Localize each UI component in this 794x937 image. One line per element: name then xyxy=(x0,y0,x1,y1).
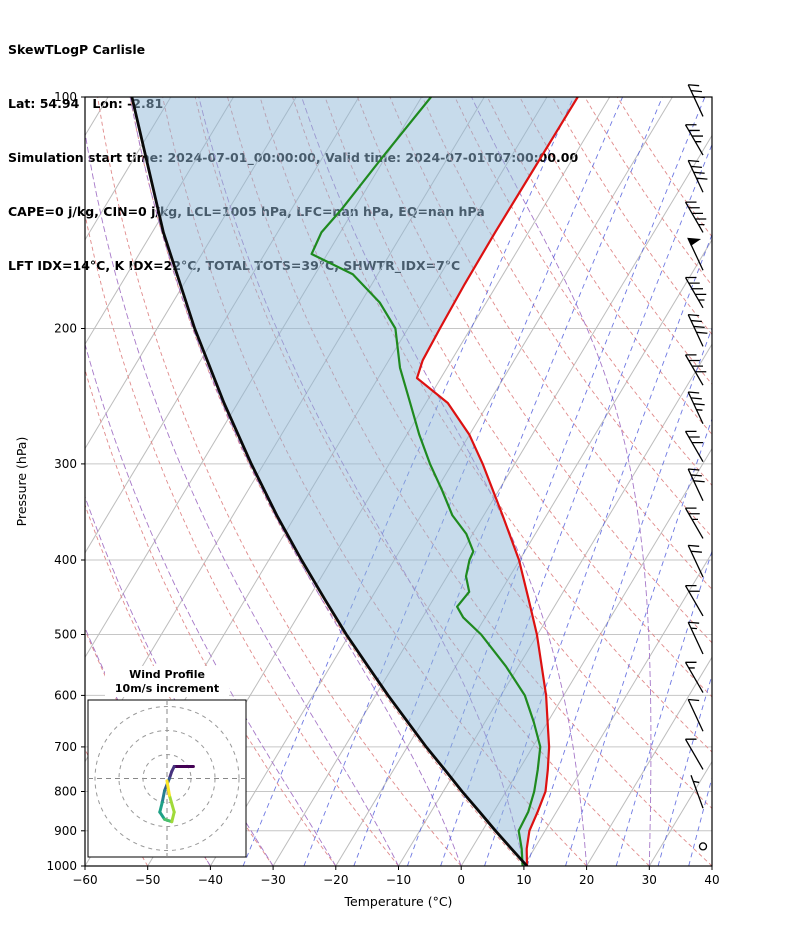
wind-barb-staff xyxy=(684,661,704,693)
wind-barb-full xyxy=(688,159,700,163)
wind-barb-half xyxy=(696,409,703,411)
cin-shade-area xyxy=(131,97,578,866)
temperature-tick-label: −20 xyxy=(323,873,348,887)
temperature-tick-label: −40 xyxy=(198,873,223,887)
wind-barb-staff xyxy=(687,621,704,655)
wind-barb-staff xyxy=(684,201,704,233)
wind-barb-full xyxy=(688,391,700,394)
temperature-tick-labels: −60 −50 −40 −30 −20 −10 0 10 20 30 40 xyxy=(72,866,720,887)
temperature-tick-label: 10 xyxy=(516,873,531,887)
wind-barb-pennant xyxy=(687,237,702,246)
pressure-tick-label: 1000 xyxy=(46,859,77,873)
hodograph-title-bg xyxy=(105,666,229,697)
temperature-tick-label: −30 xyxy=(260,873,285,887)
wind-barb-full xyxy=(696,331,708,334)
wind-barb-staff xyxy=(684,507,704,539)
wind-barb-staff xyxy=(687,391,704,425)
pressure-tick-label: 400 xyxy=(54,553,77,567)
wind-barb-half xyxy=(690,627,697,630)
pressure-tick-label: 200 xyxy=(54,322,77,336)
pressure-tick-labels: 100 200 300 400 500 600 700 800 900 1000 xyxy=(46,90,85,873)
wind-barb-staff xyxy=(687,699,704,732)
wind-barb-staff xyxy=(687,160,704,193)
wind-barb-full xyxy=(693,325,705,329)
temperature-tick-label: −60 xyxy=(72,873,97,887)
wind-barb-staff xyxy=(687,84,704,117)
wind-barb-half xyxy=(693,780,700,784)
wind-barb-full xyxy=(690,474,702,477)
chart-title: SkewTLogP Carlisle xyxy=(8,42,146,57)
pressure-tick-label: 900 xyxy=(54,824,77,838)
wind-barb-staff xyxy=(687,314,704,347)
wind-barb-full xyxy=(688,698,700,702)
x-axis-label: Temperature (°C) xyxy=(344,894,453,909)
hodograph-trace-segment xyxy=(158,801,164,814)
hodograph-subtitle: 10m/s increment xyxy=(115,682,219,695)
hodograph-ring xyxy=(142,754,192,803)
pressure-tick-label: 500 xyxy=(54,628,77,642)
dewpoint-line xyxy=(310,97,542,866)
wind-barbs xyxy=(684,84,708,851)
wind-barb-full xyxy=(690,550,702,553)
wind-barb-staff xyxy=(687,545,704,578)
wind-barb-full xyxy=(693,403,705,406)
wind-barb-staff xyxy=(684,124,704,156)
temperature-tick-label: 30 xyxy=(642,873,657,887)
wind-barb-full xyxy=(688,621,700,624)
pressure-tick-label: 700 xyxy=(54,740,77,754)
wind-barb-staff xyxy=(684,738,704,770)
wind-barb-full xyxy=(696,177,708,180)
wind-barb-staff xyxy=(687,468,704,502)
pressure-tick-label: 300 xyxy=(54,457,77,471)
hodograph-ring xyxy=(94,706,240,851)
wind-barb-full xyxy=(690,319,702,323)
hodograph-trace-segment xyxy=(165,779,171,797)
wind-barb-staff xyxy=(684,277,704,309)
hodograph-trace-segment xyxy=(167,793,176,814)
pressure-tick-label: 800 xyxy=(54,785,77,799)
temperature-line xyxy=(415,97,579,866)
y-axis-label: Pressure (hPa) xyxy=(14,437,29,527)
hodograph-trace-segment xyxy=(170,810,176,824)
pressure-tick-label: 100 xyxy=(54,90,77,104)
hodograph-ring xyxy=(118,730,216,827)
wind-barb-full xyxy=(688,544,700,547)
wind-barb-staff xyxy=(690,775,704,809)
wind-barb-staff xyxy=(684,431,704,462)
wind-barb-full xyxy=(688,314,700,317)
wind-barb-full xyxy=(690,165,702,169)
temperature-tick-label: −50 xyxy=(135,873,160,887)
wind-barb-full xyxy=(688,468,700,471)
wind-barb-full xyxy=(693,480,705,483)
wind-barb-full xyxy=(693,171,705,174)
wind-barb-full xyxy=(688,84,700,87)
wind-barb-full xyxy=(690,397,702,400)
hodograph-box xyxy=(87,699,247,858)
temperature-tick-label: 40 xyxy=(704,873,719,887)
calm-wind-icon xyxy=(698,842,708,851)
wind-barb-full xyxy=(693,95,705,99)
wind-barb-full xyxy=(690,89,702,93)
parcel-line xyxy=(130,97,529,866)
wind-barb-staff xyxy=(684,585,704,617)
wind-barb-staff xyxy=(684,354,704,386)
temperature-tick-label: −10 xyxy=(386,873,411,887)
pressure-tick-label: 600 xyxy=(54,688,77,702)
hodograph-title: Wind Profile xyxy=(129,668,205,681)
hodograph-trace-segment xyxy=(160,789,167,804)
temperature-tick-label: 0 xyxy=(457,873,465,887)
temperature-tick-label: 20 xyxy=(579,873,594,887)
